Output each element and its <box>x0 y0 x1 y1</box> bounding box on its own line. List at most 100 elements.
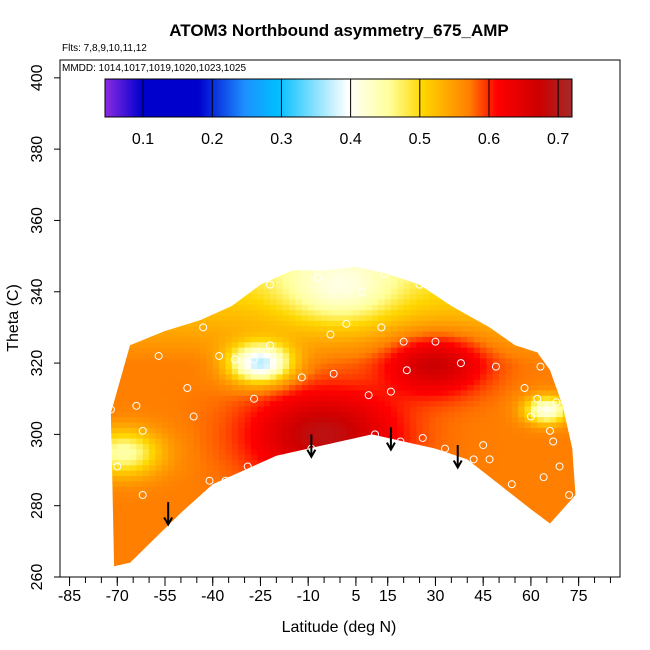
heatmap-cell <box>308 550 316 557</box>
heatmap-cell <box>136 486 144 493</box>
heatmap-cell <box>219 400 227 407</box>
heatmap-cell <box>359 288 367 295</box>
heatmap-cell <box>289 325 297 332</box>
heatmap-cell <box>384 298 392 305</box>
heatmap-cell <box>187 544 195 551</box>
heatmap-cell <box>136 427 144 434</box>
heatmap-cell <box>416 534 424 541</box>
heatmap-cell <box>295 314 303 321</box>
heatmap-cell <box>149 368 157 375</box>
heatmap-cell <box>429 437 437 444</box>
heatmap-cell <box>371 448 379 455</box>
heatmap-cell <box>161 464 169 471</box>
heatmap-cell <box>200 341 207 348</box>
heatmap-cell <box>556 560 564 567</box>
heatmap-cell <box>289 266 297 268</box>
heatmap-cell <box>282 400 290 407</box>
colorbar-tick-label: 0.5 <box>409 131 431 148</box>
heatmap-cell <box>480 379 487 386</box>
heatmap-cell <box>556 491 564 498</box>
heatmap-cell <box>193 282 201 289</box>
heatmap-cell <box>460 437 468 444</box>
heatmap-cell <box>492 459 500 466</box>
heatmap-cell <box>142 368 150 375</box>
heatmap-cell <box>435 421 443 428</box>
heatmap-cell <box>174 464 182 471</box>
heatmap-cell <box>174 304 182 311</box>
heatmap-cell <box>200 437 207 444</box>
heatmap-cell <box>200 416 207 423</box>
heatmap-cell <box>117 405 125 412</box>
heatmap-cell <box>460 518 468 525</box>
heatmap-cell <box>155 480 163 487</box>
heatmap-cell <box>390 282 398 289</box>
heatmap-cell <box>403 314 411 321</box>
heatmap-cell <box>397 325 405 332</box>
heatmap-cell <box>142 320 150 327</box>
heatmap-cell <box>499 330 507 337</box>
heatmap-cell <box>168 411 176 418</box>
heatmap-cell <box>117 272 125 279</box>
heatmap-cell <box>270 544 277 551</box>
heatmap-cell <box>174 421 182 428</box>
heatmap-cell <box>238 518 246 525</box>
heatmap-cell <box>308 566 316 567</box>
heatmap-cell <box>180 416 188 423</box>
heatmap-cell <box>110 480 112 487</box>
heatmap-cell <box>359 544 367 551</box>
heatmap-cell <box>390 320 398 327</box>
heatmap-cell <box>320 363 328 370</box>
heatmap-cell <box>206 566 214 567</box>
heatmap-cell <box>270 507 277 514</box>
heatmap-cell <box>524 470 532 476</box>
heatmap-cell <box>155 298 163 305</box>
heatmap-cell <box>250 534 258 541</box>
heatmap-cell <box>333 363 341 370</box>
heatmap-cell <box>550 330 557 337</box>
heatmap-cell <box>308 293 316 300</box>
heatmap-cell <box>200 368 207 375</box>
heatmap-cell <box>543 352 551 359</box>
heatmap-cell <box>314 534 322 541</box>
heatmap-cell <box>206 325 214 332</box>
heatmap-cell <box>454 325 462 332</box>
data-point <box>132 401 141 410</box>
heatmap-cell <box>397 544 405 551</box>
heatmap-cell <box>263 544 271 551</box>
heatmap-cell <box>276 459 284 466</box>
data-point <box>266 341 274 350</box>
heatmap-cell <box>359 502 367 509</box>
heatmap-cell <box>212 357 220 364</box>
heatmap-cell <box>480 539 487 546</box>
heatmap-cell <box>174 400 182 407</box>
heatmap-cell <box>505 363 513 370</box>
heatmap-cell <box>365 379 373 386</box>
heatmap-cell <box>397 373 405 380</box>
heatmap-cell <box>378 539 386 546</box>
heatmap-cell <box>422 405 430 412</box>
heatmap-cell <box>524 389 532 396</box>
heatmap-cell <box>327 373 335 380</box>
heatmap-cell <box>180 502 188 509</box>
heatmap-cell <box>384 309 392 316</box>
heatmap-cell <box>110 523 112 530</box>
heatmap-cell <box>263 555 271 562</box>
heatmap-cell <box>276 486 284 493</box>
heatmap-cell <box>219 518 227 525</box>
heatmap-cell <box>435 480 443 487</box>
heatmap-cell <box>289 443 297 450</box>
heatmap-cell <box>110 448 118 455</box>
heatmap-cell <box>327 534 335 541</box>
heatmap-cell <box>384 330 392 337</box>
heatmap-cell <box>359 400 367 407</box>
heatmap-cell <box>282 453 290 460</box>
heatmap-cell <box>410 384 417 391</box>
heatmap-cell <box>371 325 379 332</box>
heatmap-cell <box>486 528 494 535</box>
heatmap-cell <box>340 518 347 525</box>
heatmap-cell <box>142 464 150 471</box>
heatmap-cell <box>110 288 118 295</box>
heatmap-cell <box>340 336 347 343</box>
heatmap-cell <box>117 266 125 273</box>
heatmap-cell <box>117 534 125 541</box>
